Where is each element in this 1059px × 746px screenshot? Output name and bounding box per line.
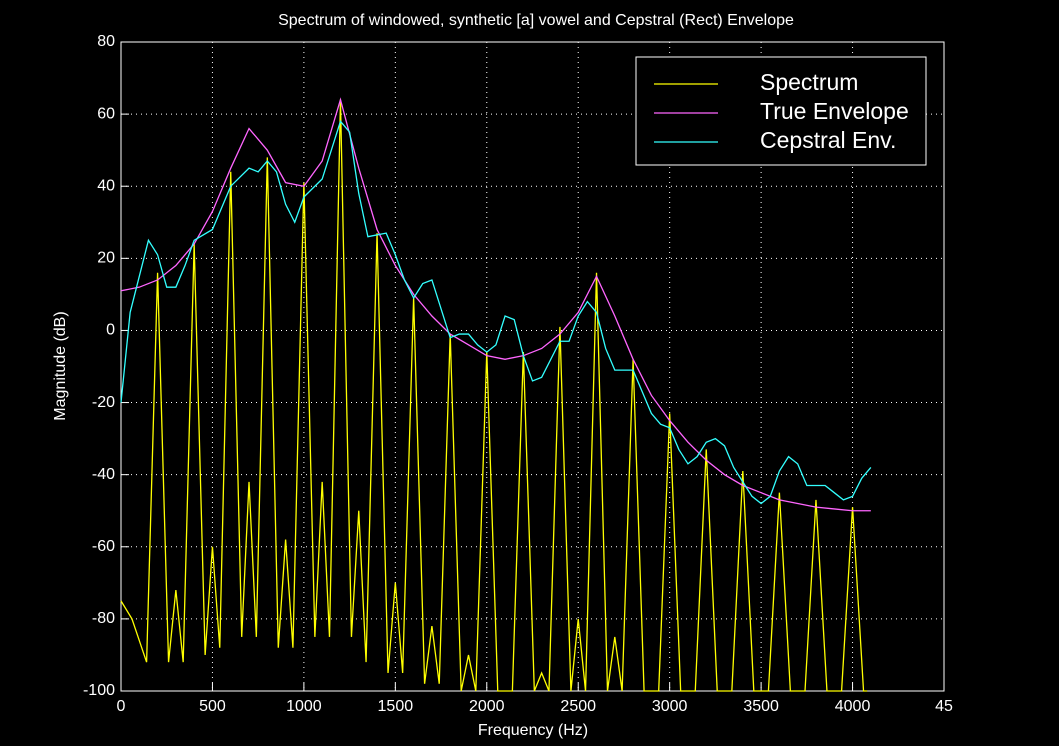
x-tick-label: 3500 — [743, 698, 779, 715]
x-tick-label: 0 — [117, 698, 126, 715]
legend-box — [635, 56, 927, 166]
x-tick-label: 2500 — [560, 698, 596, 715]
plot-frame — [120, 41, 945, 692]
x-tick-label: 3000 — [652, 698, 688, 715]
y-tick-label: -60 — [92, 538, 115, 555]
x-tick-label: 4000 — [835, 698, 871, 715]
data-line — [120, 99, 868, 692]
x-tick-label: 1000 — [286, 698, 322, 715]
y-axis-label: Magnitude (dB) — [52, 311, 69, 420]
chart-title: Spectrum of windowed, synthetic [a] vowe… — [278, 12, 794, 29]
x-tick-label: 2000 — [469, 698, 505, 715]
y-tick-label: -20 — [92, 394, 115, 411]
x-tick-label: 1500 — [378, 698, 414, 715]
y-tick-label: 60 — [97, 105, 115, 122]
y-tick-label: 20 — [97, 250, 115, 267]
legend-label: Spectrum — [760, 69, 858, 95]
data-line — [120, 120, 872, 505]
y-tick-label: 80 — [97, 33, 115, 50]
y-tick-label: -100 — [83, 682, 115, 699]
y-tick-label: 40 — [97, 177, 115, 194]
x-tick-label: 45 — [935, 698, 953, 715]
x-axis-label: Frequency (Hz) — [478, 722, 588, 739]
y-tick-label: 0 — [106, 322, 115, 339]
legend-label: True Envelope — [760, 98, 909, 124]
y-tick-label: -40 — [92, 466, 115, 483]
legend-label: Cepstral Env. — [760, 127, 896, 153]
y-tick-label: -80 — [92, 610, 115, 627]
x-tick-label: 500 — [199, 698, 226, 715]
